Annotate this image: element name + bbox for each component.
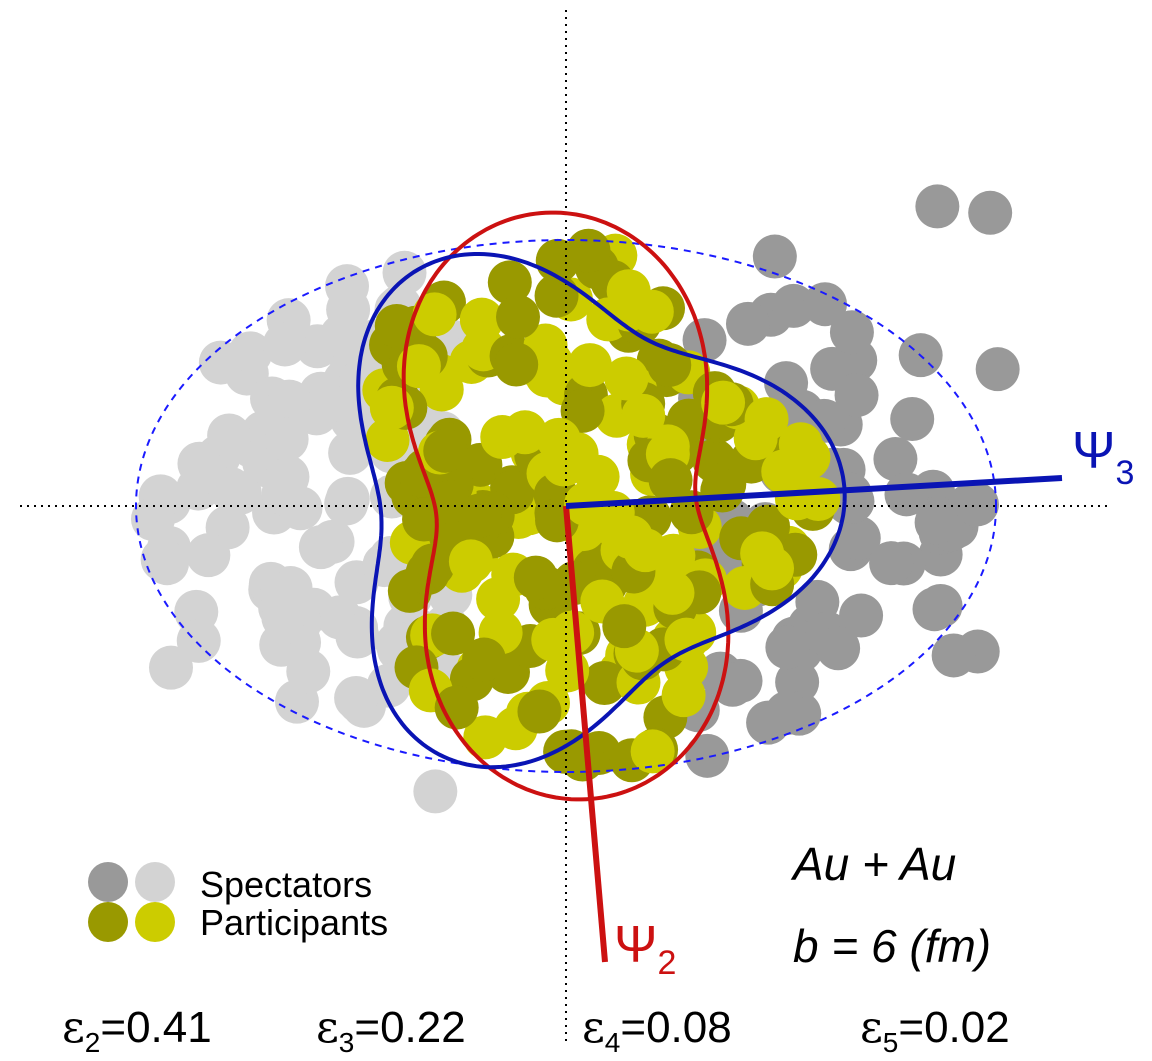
- nucleon: [664, 618, 708, 662]
- nucleon: [765, 625, 809, 669]
- nucleon: [649, 458, 693, 502]
- nucleon: [177, 619, 221, 663]
- index: 3: [1115, 454, 1134, 492]
- symbol: ε: [62, 1002, 85, 1053]
- eccentricity: ε3=0.22: [316, 1002, 466, 1058]
- nucleon: [650, 571, 694, 615]
- symbol: ε: [316, 1002, 339, 1053]
- index: 4: [605, 1027, 621, 1058]
- index: 3: [339, 1027, 355, 1058]
- legend-label: Participants: [200, 902, 388, 943]
- nucleon: [609, 515, 653, 559]
- legend-dot: [88, 902, 128, 942]
- nucleon: [265, 455, 309, 499]
- eccentricity: ε5=0.02: [860, 1002, 1010, 1058]
- psi3-label: Ψ3: [1072, 422, 1134, 492]
- nucleon: [976, 347, 1020, 391]
- nucleon: [260, 572, 304, 616]
- eccentricity: ε2=0.41: [62, 1002, 212, 1058]
- nucleon: [621, 394, 665, 438]
- value: =0.08: [620, 1003, 731, 1052]
- psi2-label: Ψ2: [614, 916, 676, 982]
- symbol: Ψ: [614, 916, 657, 974]
- nucleon: [915, 501, 959, 545]
- nucleon: [869, 541, 913, 585]
- nucleon: [745, 397, 789, 441]
- index: 2: [85, 1027, 101, 1058]
- nucleon: [186, 533, 230, 577]
- symbol: Ψ: [1072, 422, 1115, 480]
- nucleons: [131, 184, 1020, 813]
- nucleon: [753, 235, 797, 279]
- nucleon: [265, 417, 309, 461]
- index: 5: [883, 1027, 899, 1058]
- eccentricities: ε2=0.41ε3=0.22ε4=0.08ε5=0.02: [62, 1002, 1010, 1058]
- nucleon: [816, 626, 860, 670]
- nucleon: [775, 476, 819, 520]
- nucleon: [662, 673, 706, 717]
- nucleon: [263, 322, 307, 366]
- legend-label: Spectators: [200, 864, 372, 905]
- nucleon: [320, 314, 364, 358]
- nucleon: [267, 380, 311, 424]
- nucleon: [413, 769, 457, 813]
- nucleon: [325, 264, 369, 308]
- nucleon: [457, 494, 501, 538]
- nucleon: [462, 638, 506, 682]
- nucleon: [604, 356, 648, 400]
- nucleon: [299, 525, 343, 569]
- impact-label: b = 6 (fm): [793, 920, 991, 972]
- nucleon: [334, 676, 378, 720]
- value: =0.41: [100, 1003, 211, 1052]
- eccentricity: ε4=0.08: [582, 1002, 732, 1058]
- nucleon: [199, 341, 243, 385]
- index: 2: [657, 944, 676, 982]
- nucleon: [602, 604, 646, 648]
- value: =0.02: [898, 1003, 1009, 1052]
- symbol: ε: [582, 1002, 605, 1053]
- nucleon: [494, 343, 538, 387]
- nucleon: [955, 482, 999, 526]
- nucleon: [449, 539, 493, 583]
- legend-dot: [135, 902, 175, 942]
- legend-dot: [88, 862, 128, 902]
- nucleon: [607, 269, 651, 313]
- nucleon: [324, 482, 368, 526]
- nucleon: [286, 649, 330, 693]
- nucleon: [726, 302, 770, 346]
- nucleon: [835, 373, 879, 417]
- nucleon: [740, 531, 784, 575]
- nucleon: [423, 429, 467, 473]
- nucleon: [517, 690, 561, 734]
- symbol: ε: [860, 1002, 883, 1053]
- nucleon: [496, 295, 540, 339]
- system-label: Au + Au: [790, 838, 956, 890]
- value: =0.22: [354, 1003, 465, 1052]
- event-diagram: Spectators Participants Au + Au b = 6 (f…: [0, 0, 1152, 1061]
- nucleon: [514, 556, 558, 600]
- nucleon: [915, 184, 959, 228]
- nucleon: [542, 443, 586, 487]
- nucleon: [968, 191, 1012, 235]
- nucleon: [535, 274, 579, 318]
- nucleon: [890, 397, 934, 441]
- legend-dot: [135, 862, 175, 902]
- nucleon: [177, 442, 221, 486]
